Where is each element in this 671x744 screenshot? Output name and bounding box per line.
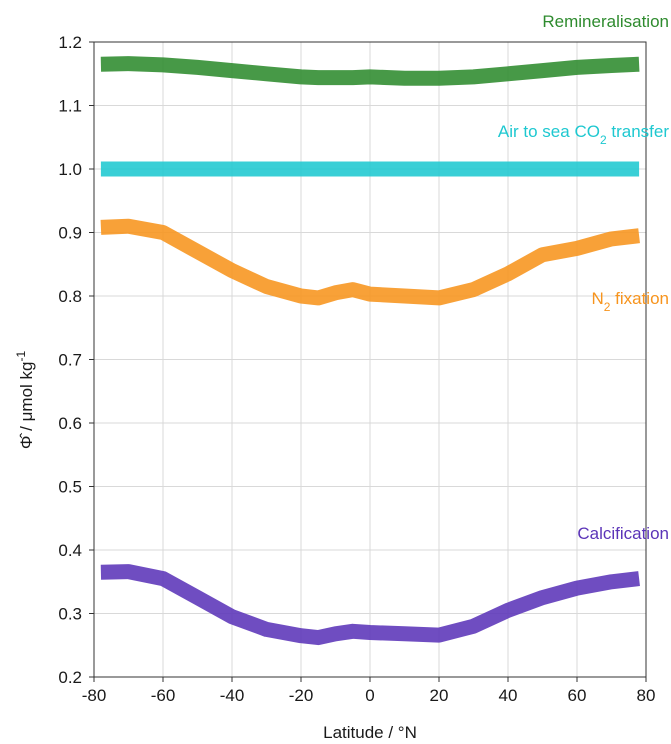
y-tick-label: 0.2 <box>58 668 82 687</box>
axes <box>93 41 647 678</box>
y-tick-label: 0.5 <box>58 478 82 497</box>
y-tick-label: 0.9 <box>58 224 82 243</box>
y-tick-label: 0.4 <box>58 541 82 560</box>
y-tick-labels: 0.2 0.3 0.4 0.5 0.6 0.7 0.8 0.9 1.0 1.1 1.2 <box>58 33 82 687</box>
series-label: Remineralisation <box>542 12 669 31</box>
x-tick-label: -40 <box>220 686 245 705</box>
series-band <box>100 564 640 646</box>
x-tick-label: 60 <box>568 686 587 705</box>
x-tick-labels: -80 -60 -40 -20 0 20 40 60 80 <box>82 686 656 705</box>
y-axis-separator: / <box>17 421 36 435</box>
series-label-text: Air to sea CO <box>498 122 600 141</box>
series-label: Calcification <box>577 524 669 543</box>
y-tick-label: 1.1 <box>58 97 82 116</box>
series-label: N2 fixation <box>591 289 669 314</box>
series-label-text: Remineralisation <box>542 12 669 31</box>
series-label-text: Calcification <box>577 524 669 543</box>
x-tick-label: 80 <box>637 686 656 705</box>
x-tick-label: 40 <box>499 686 518 705</box>
series-label-subscript: 2 <box>600 133 607 147</box>
series-label-subscript: 2 <box>604 300 611 314</box>
series-label-text: transfer <box>607 122 670 141</box>
x-tick-label: -60 <box>151 686 176 705</box>
y-axis-label: Φ̂ / μmol kg-1 <box>14 351 36 450</box>
y-tick-label: 0.8 <box>58 287 82 306</box>
x-tick-label: 20 <box>430 686 449 705</box>
y-tick-label: 1.0 <box>58 160 82 179</box>
y-tick-label: 0.6 <box>58 414 82 433</box>
series-band <box>100 218 640 306</box>
series-label-text: N <box>591 289 603 308</box>
y-axis-unit: μmol kg <box>17 362 36 422</box>
x-axis-label: Latitude / °N <box>323 723 417 742</box>
series-label: Air to sea CO2 transfer <box>498 122 669 147</box>
x-tick-label: -80 <box>82 686 107 705</box>
y-tick-label: 0.3 <box>58 605 82 624</box>
series-layer <box>100 56 640 646</box>
x-tick-label: 0 <box>365 686 374 705</box>
series-label-text: fixation <box>610 289 669 308</box>
y-axis-symbol: Φ̂ <box>17 433 36 450</box>
y-tick-label: 1.2 <box>58 33 82 52</box>
y-axis-unit-exponent: -1 <box>14 351 28 362</box>
x-tick-label: -20 <box>289 686 314 705</box>
y-tick-label: 0.7 <box>58 351 82 370</box>
plot-frame <box>93 41 647 678</box>
